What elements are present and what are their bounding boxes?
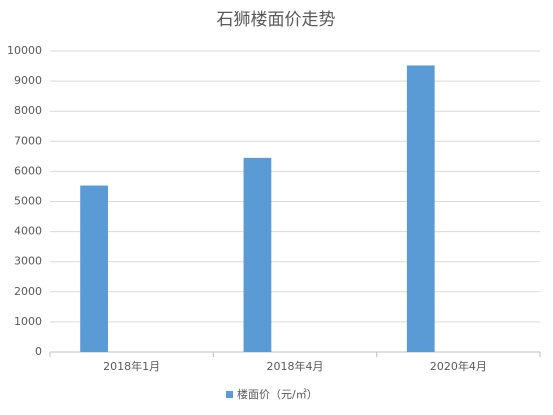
x-tick-label: 2018年1月 bbox=[103, 359, 160, 373]
bar bbox=[243, 157, 272, 352]
y-tick-label: 3000 bbox=[14, 255, 42, 268]
y-tick-label: 6000 bbox=[14, 164, 42, 177]
legend-label: 楼面价（元/㎡） bbox=[237, 387, 318, 401]
x-tick-label: 2018年4月 bbox=[267, 359, 324, 373]
x-tick-label: 2020年4月 bbox=[430, 359, 487, 373]
y-tick-label: 7000 bbox=[14, 134, 42, 147]
y-tick-label: 9000 bbox=[14, 74, 42, 87]
y-tick-label: 10000 bbox=[7, 44, 42, 57]
y-tick-label: 2000 bbox=[14, 285, 42, 298]
y-tick-label: 8000 bbox=[14, 104, 42, 117]
bar bbox=[80, 185, 108, 352]
chart-title: 石狮楼面价走势 bbox=[217, 10, 336, 30]
y-tick-label: 1000 bbox=[14, 315, 42, 328]
y-tick-label: 5000 bbox=[14, 195, 42, 208]
y-tick-label: 0 bbox=[35, 345, 42, 358]
y-tick-label: 4000 bbox=[14, 225, 42, 238]
legend-swatch bbox=[226, 391, 233, 398]
bar bbox=[406, 65, 435, 352]
